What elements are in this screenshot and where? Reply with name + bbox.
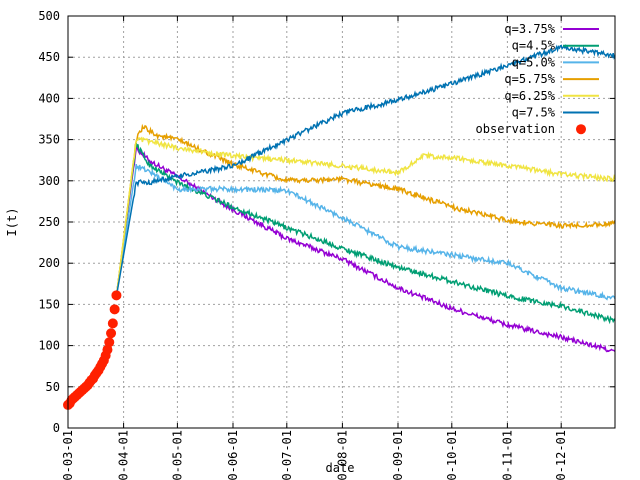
series-line-4 (115, 123, 616, 297)
observation-point (111, 290, 122, 301)
legend-label: q=4.5% (512, 39, 556, 53)
y-tick-labels: 0 50 100 150 200 250 300 350 400 450 500 (38, 9, 60, 435)
legend: q=3.75% q=4.5% q=5.0% q=5.75% q=6.25% q=7.5% o… (476, 22, 599, 136)
y-tick-label: 150 (38, 297, 60, 311)
x-axis-label: date (326, 461, 355, 475)
y-tick-label: 100 (38, 339, 60, 353)
observation-point (107, 318, 118, 329)
x-tick-label: 2020-10-01 (445, 430, 459, 480)
y-tick-label: 200 (38, 256, 60, 270)
y-tick-label: 300 (38, 174, 60, 188)
x-tick-label: 2020-04-01 (117, 430, 131, 480)
y-tick-label: 0 (53, 421, 60, 435)
observation-point (109, 304, 120, 315)
series-line-2 (115, 142, 616, 325)
legend-label: q=3.75% (504, 22, 555, 36)
y-tick-label: 500 (38, 9, 60, 23)
series-lines (115, 44, 616, 353)
observation-points (63, 290, 122, 410)
x-tick-label: 2020-06-01 (226, 430, 240, 480)
x-tick-label: 2020-12-01 (554, 430, 568, 480)
observation-point (106, 328, 117, 339)
x-tick-label: 2020-05-01 (170, 430, 184, 480)
y-axis-label: I(t) (5, 208, 19, 237)
x-tick-label: 2020-03-01 (61, 430, 75, 480)
x-tick-label: 2020-09-01 (391, 430, 405, 480)
y-tick-label: 250 (38, 215, 60, 229)
series-line-3 (115, 163, 616, 301)
series-line-6 (115, 44, 616, 297)
y-tick-label: 450 (38, 50, 60, 64)
x-tick-label: 2020-07-01 (280, 430, 294, 480)
legend-label: q=5.0% (512, 55, 556, 69)
x-tick-labels: 2020-03-01 2020-04-01 2020-05-01 2020-06-01… (61, 430, 568, 480)
y-tick-label: 350 (38, 133, 60, 147)
series-line-1 (115, 144, 616, 353)
series-line-5 (115, 136, 616, 297)
legend-label: q=7.5% (512, 106, 556, 120)
y-tick-label: 50 (46, 380, 60, 394)
plot-border (67, 15, 616, 429)
observation-point (104, 337, 115, 348)
y-tick-label: 400 (38, 91, 60, 105)
x-tick-label: 2020-08-01 (335, 430, 349, 480)
legend-swatch (576, 124, 586, 135)
legend-label: observation (476, 122, 555, 136)
x-tick-label: 2020-11-01 (500, 430, 514, 480)
legend-label: q=5.75% (504, 72, 555, 86)
legend-label: q=6.25% (504, 89, 555, 103)
